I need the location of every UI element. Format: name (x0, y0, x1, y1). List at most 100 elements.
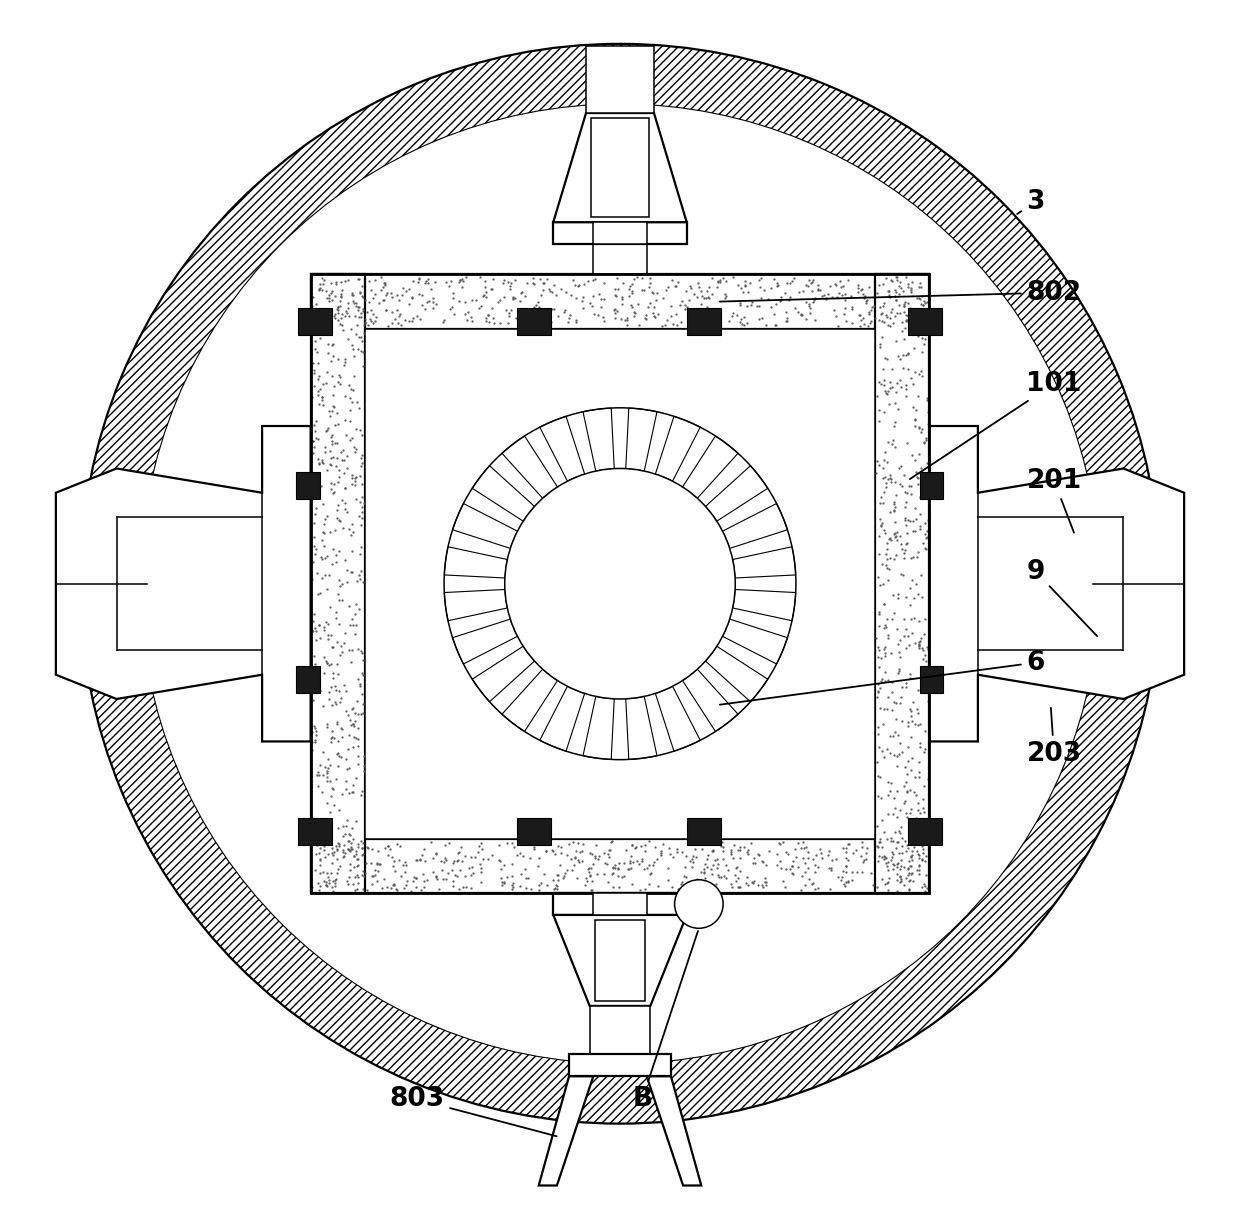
Point (801, 274, 821, 293)
Point (795, 854, 815, 873)
Point (719, 311, 739, 331)
Point (301, 722, 321, 742)
Point (605, 303, 625, 322)
Point (342, 468, 362, 488)
Point (565, 288, 585, 308)
Point (894, 466, 914, 485)
Point (796, 276, 816, 295)
Point (310, 681, 330, 700)
Point (707, 874, 727, 894)
Point (360, 293, 379, 313)
Point (887, 289, 906, 309)
Point (341, 615, 361, 635)
Point (529, 876, 549, 895)
Point (905, 417, 925, 437)
Point (789, 834, 808, 854)
Point (901, 280, 921, 299)
Point (852, 838, 872, 857)
Point (889, 860, 909, 879)
Point (730, 878, 750, 897)
Point (317, 506, 337, 525)
Point (552, 838, 572, 857)
Point (893, 540, 913, 559)
Point (883, 313, 903, 332)
Point (909, 856, 929, 876)
Point (869, 275, 889, 294)
Point (396, 862, 415, 882)
Point (322, 779, 342, 799)
Point (890, 371, 910, 390)
Point (353, 703, 373, 722)
Point (378, 837, 398, 856)
Point (528, 856, 548, 876)
Point (305, 619, 325, 638)
Point (604, 300, 624, 320)
Point (616, 309, 636, 328)
Point (522, 310, 542, 330)
Point (869, 833, 889, 852)
Point (884, 394, 904, 413)
Point (532, 303, 552, 322)
Point (874, 520, 894, 540)
Point (899, 635, 919, 654)
Point (337, 303, 357, 322)
Point (340, 726, 360, 745)
Point (867, 753, 887, 772)
Point (870, 488, 890, 507)
Point (348, 838, 368, 857)
Point (317, 314, 337, 333)
Point (322, 637, 342, 657)
Point (870, 298, 890, 317)
Point (899, 871, 919, 890)
Point (495, 855, 515, 874)
Point (872, 869, 892, 889)
Point (914, 292, 934, 311)
Point (649, 877, 668, 896)
Point (321, 283, 341, 303)
Point (909, 288, 929, 308)
Point (491, 868, 511, 888)
Point (382, 848, 402, 867)
Point (340, 400, 360, 420)
Point (895, 535, 915, 554)
Point (603, 865, 622, 884)
Point (754, 281, 774, 300)
Point (818, 858, 838, 878)
Point (887, 331, 906, 350)
Point (347, 856, 367, 876)
Point (449, 843, 469, 862)
Point (414, 877, 434, 896)
Point (894, 777, 914, 796)
Point (414, 839, 434, 858)
Point (892, 535, 911, 554)
Point (588, 305, 608, 325)
Point (409, 850, 429, 869)
Point (696, 855, 715, 874)
Point (730, 278, 750, 298)
Point (342, 839, 362, 858)
Point (383, 876, 403, 895)
Point (320, 291, 340, 310)
Point (350, 282, 370, 302)
Point (580, 858, 600, 878)
Point (348, 297, 368, 316)
Point (502, 289, 522, 309)
Point (621, 297, 641, 316)
Point (372, 268, 392, 287)
Point (764, 304, 784, 323)
Point (309, 843, 329, 862)
Point (580, 843, 600, 862)
Point (343, 846, 363, 866)
Point (875, 473, 895, 492)
Point (697, 849, 717, 868)
Point (787, 302, 807, 321)
Point (898, 293, 918, 313)
Point (895, 492, 915, 512)
Point (471, 833, 491, 852)
Point (322, 721, 342, 741)
Point (303, 432, 322, 451)
Point (387, 834, 407, 854)
Point (316, 873, 336, 893)
Point (854, 288, 874, 308)
Point (645, 308, 665, 327)
